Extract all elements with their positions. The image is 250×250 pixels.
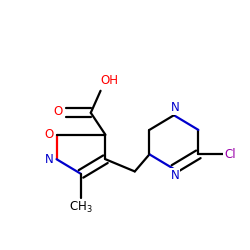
Text: N: N <box>171 169 179 182</box>
Text: O: O <box>45 128 54 141</box>
Text: N: N <box>171 101 179 114</box>
Text: O: O <box>54 105 63 118</box>
Text: N: N <box>45 153 54 166</box>
Text: CH$_3$: CH$_3$ <box>69 200 93 215</box>
Text: OH: OH <box>100 74 118 87</box>
Text: Cl: Cl <box>224 148 235 161</box>
